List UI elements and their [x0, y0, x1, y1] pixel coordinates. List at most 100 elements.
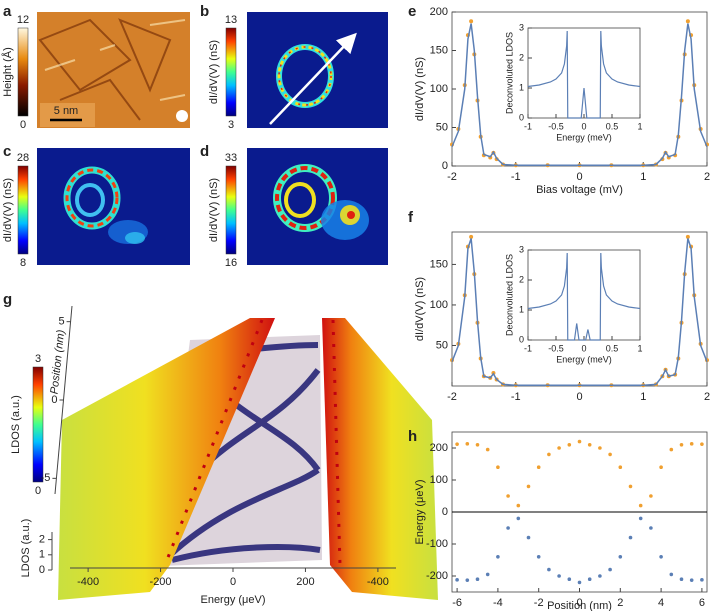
y-tick-label: 150 — [430, 258, 448, 270]
data-point — [659, 555, 663, 559]
x-tick-label: -6 — [452, 597, 462, 609]
panel-letter: f — [408, 209, 414, 226]
y-tick-label: 150 — [430, 44, 448, 56]
colorbar — [17, 27, 29, 117]
y-axis-label: Deconvoluted LDOS — [504, 32, 514, 114]
x-tick-label: -4 — [493, 597, 503, 609]
x-tick-label: -2 — [447, 391, 457, 403]
colorbar-tick-label: 12 — [17, 14, 29, 26]
topography-image — [37, 12, 190, 128]
y-axis-label: Energy (μeV) — [414, 479, 426, 544]
x-tick-label: -400 — [77, 576, 99, 588]
x-tick-label: 2 — [704, 391, 710, 403]
colorbar — [17, 165, 29, 255]
y-tick-label: 2 — [519, 274, 524, 284]
data-point — [689, 442, 694, 446]
data-point — [685, 234, 690, 239]
colorbar — [225, 27, 237, 117]
y-tick-label: -200 — [426, 570, 448, 582]
data-point — [567, 443, 572, 447]
data-point — [485, 572, 490, 577]
data-point — [455, 442, 459, 446]
x-tick-label: 0 — [230, 576, 236, 588]
data-point — [469, 234, 474, 239]
x-tick-label: 0.5 — [606, 121, 619, 131]
panel-letter: b — [200, 3, 209, 20]
colorbar-tick-label: 0 — [20, 119, 26, 131]
x-tick-label: -1 — [524, 343, 532, 353]
data-point — [516, 516, 521, 521]
x-tick-label: 1 — [640, 391, 646, 403]
y-tick-label: 100 — [430, 299, 448, 311]
y-tick-label: 0 — [442, 160, 448, 172]
panel-letter: g — [3, 291, 12, 308]
x-tick-label: -2 — [447, 171, 457, 183]
y-tick-label: 1 — [519, 304, 524, 314]
z-tick-label: 2 — [39, 534, 45, 546]
x-tick-label: 0 — [581, 343, 586, 353]
x-tick-label: 6 — [699, 597, 705, 609]
colorbar-tick-label: 3 — [35, 353, 41, 365]
y-tick-label: -5 — [41, 472, 51, 484]
y-tick-label: 50 — [436, 121, 448, 133]
data-point — [577, 580, 582, 585]
data-point — [700, 442, 704, 446]
data-point — [469, 19, 474, 24]
data-point — [526, 484, 531, 489]
surface-plot — [58, 318, 438, 600]
data-point — [618, 555, 623, 559]
conductance-map-b — [247, 12, 388, 128]
x-tick-label: -0.5 — [548, 343, 564, 353]
y-tick-label: 3 — [519, 22, 524, 32]
data-point — [496, 555, 500, 559]
x-tick-label: -1 — [511, 391, 521, 403]
data-point — [485, 447, 490, 452]
y-tick-label: 0 — [442, 506, 448, 518]
x-tick-label: -400 — [367, 576, 389, 588]
data-point — [659, 465, 663, 470]
x-tick-label: -2 — [534, 597, 544, 609]
data-point — [526, 535, 531, 540]
data-point — [536, 465, 541, 470]
conductance-map-c — [37, 148, 190, 265]
y-tick-label: 100 — [430, 83, 448, 95]
data-point — [649, 494, 653, 498]
x-tick-label: 0 — [576, 391, 582, 403]
x-tick-label: 0 — [576, 171, 582, 183]
data-line — [527, 30, 641, 119]
panel-letter: h — [408, 428, 417, 445]
data-point — [506, 494, 510, 498]
x-axis-label: Energy (μeV) — [200, 594, 265, 606]
colorbar-tick-label: 8 — [20, 257, 26, 269]
x-axis-label: Energy (meV) — [556, 132, 612, 142]
z-tick-label: 0 — [39, 564, 45, 576]
x-axis-label: Bias voltage (mV) — [536, 184, 623, 196]
y-tick-label: -100 — [426, 538, 448, 550]
y-tick-label: 200 — [430, 442, 448, 454]
y-tick-label: 100 — [430, 474, 448, 486]
data-point — [638, 503, 643, 508]
data-point — [679, 443, 684, 447]
x-tick-label: 1 — [640, 171, 646, 183]
y-tick-label: 2 — [519, 52, 524, 62]
colorbar-tick-label: 13 — [225, 14, 237, 26]
colorbar-label: LDOS (a.u.) — [10, 395, 22, 454]
scale-bar-label: 5 nm — [54, 105, 78, 117]
data-point — [465, 578, 470, 582]
data-point — [547, 452, 551, 457]
y-tick-label: 0 — [519, 334, 524, 344]
axes-frame — [527, 27, 641, 119]
x-tick-label: -1 — [524, 121, 532, 131]
data-line — [451, 23, 708, 166]
data-point — [628, 535, 633, 540]
x-tick-label: 1 — [637, 343, 642, 353]
data-point — [536, 555, 541, 559]
colorbar-tick-label: 33 — [225, 152, 237, 164]
panel-letter: c — [3, 143, 11, 160]
y-tick-label: 1 — [519, 82, 524, 92]
x-tick-label: 1 — [637, 121, 642, 131]
panel-letter: d — [200, 143, 209, 160]
y-tick-label: 200 — [430, 6, 448, 18]
data-point — [700, 578, 704, 582]
